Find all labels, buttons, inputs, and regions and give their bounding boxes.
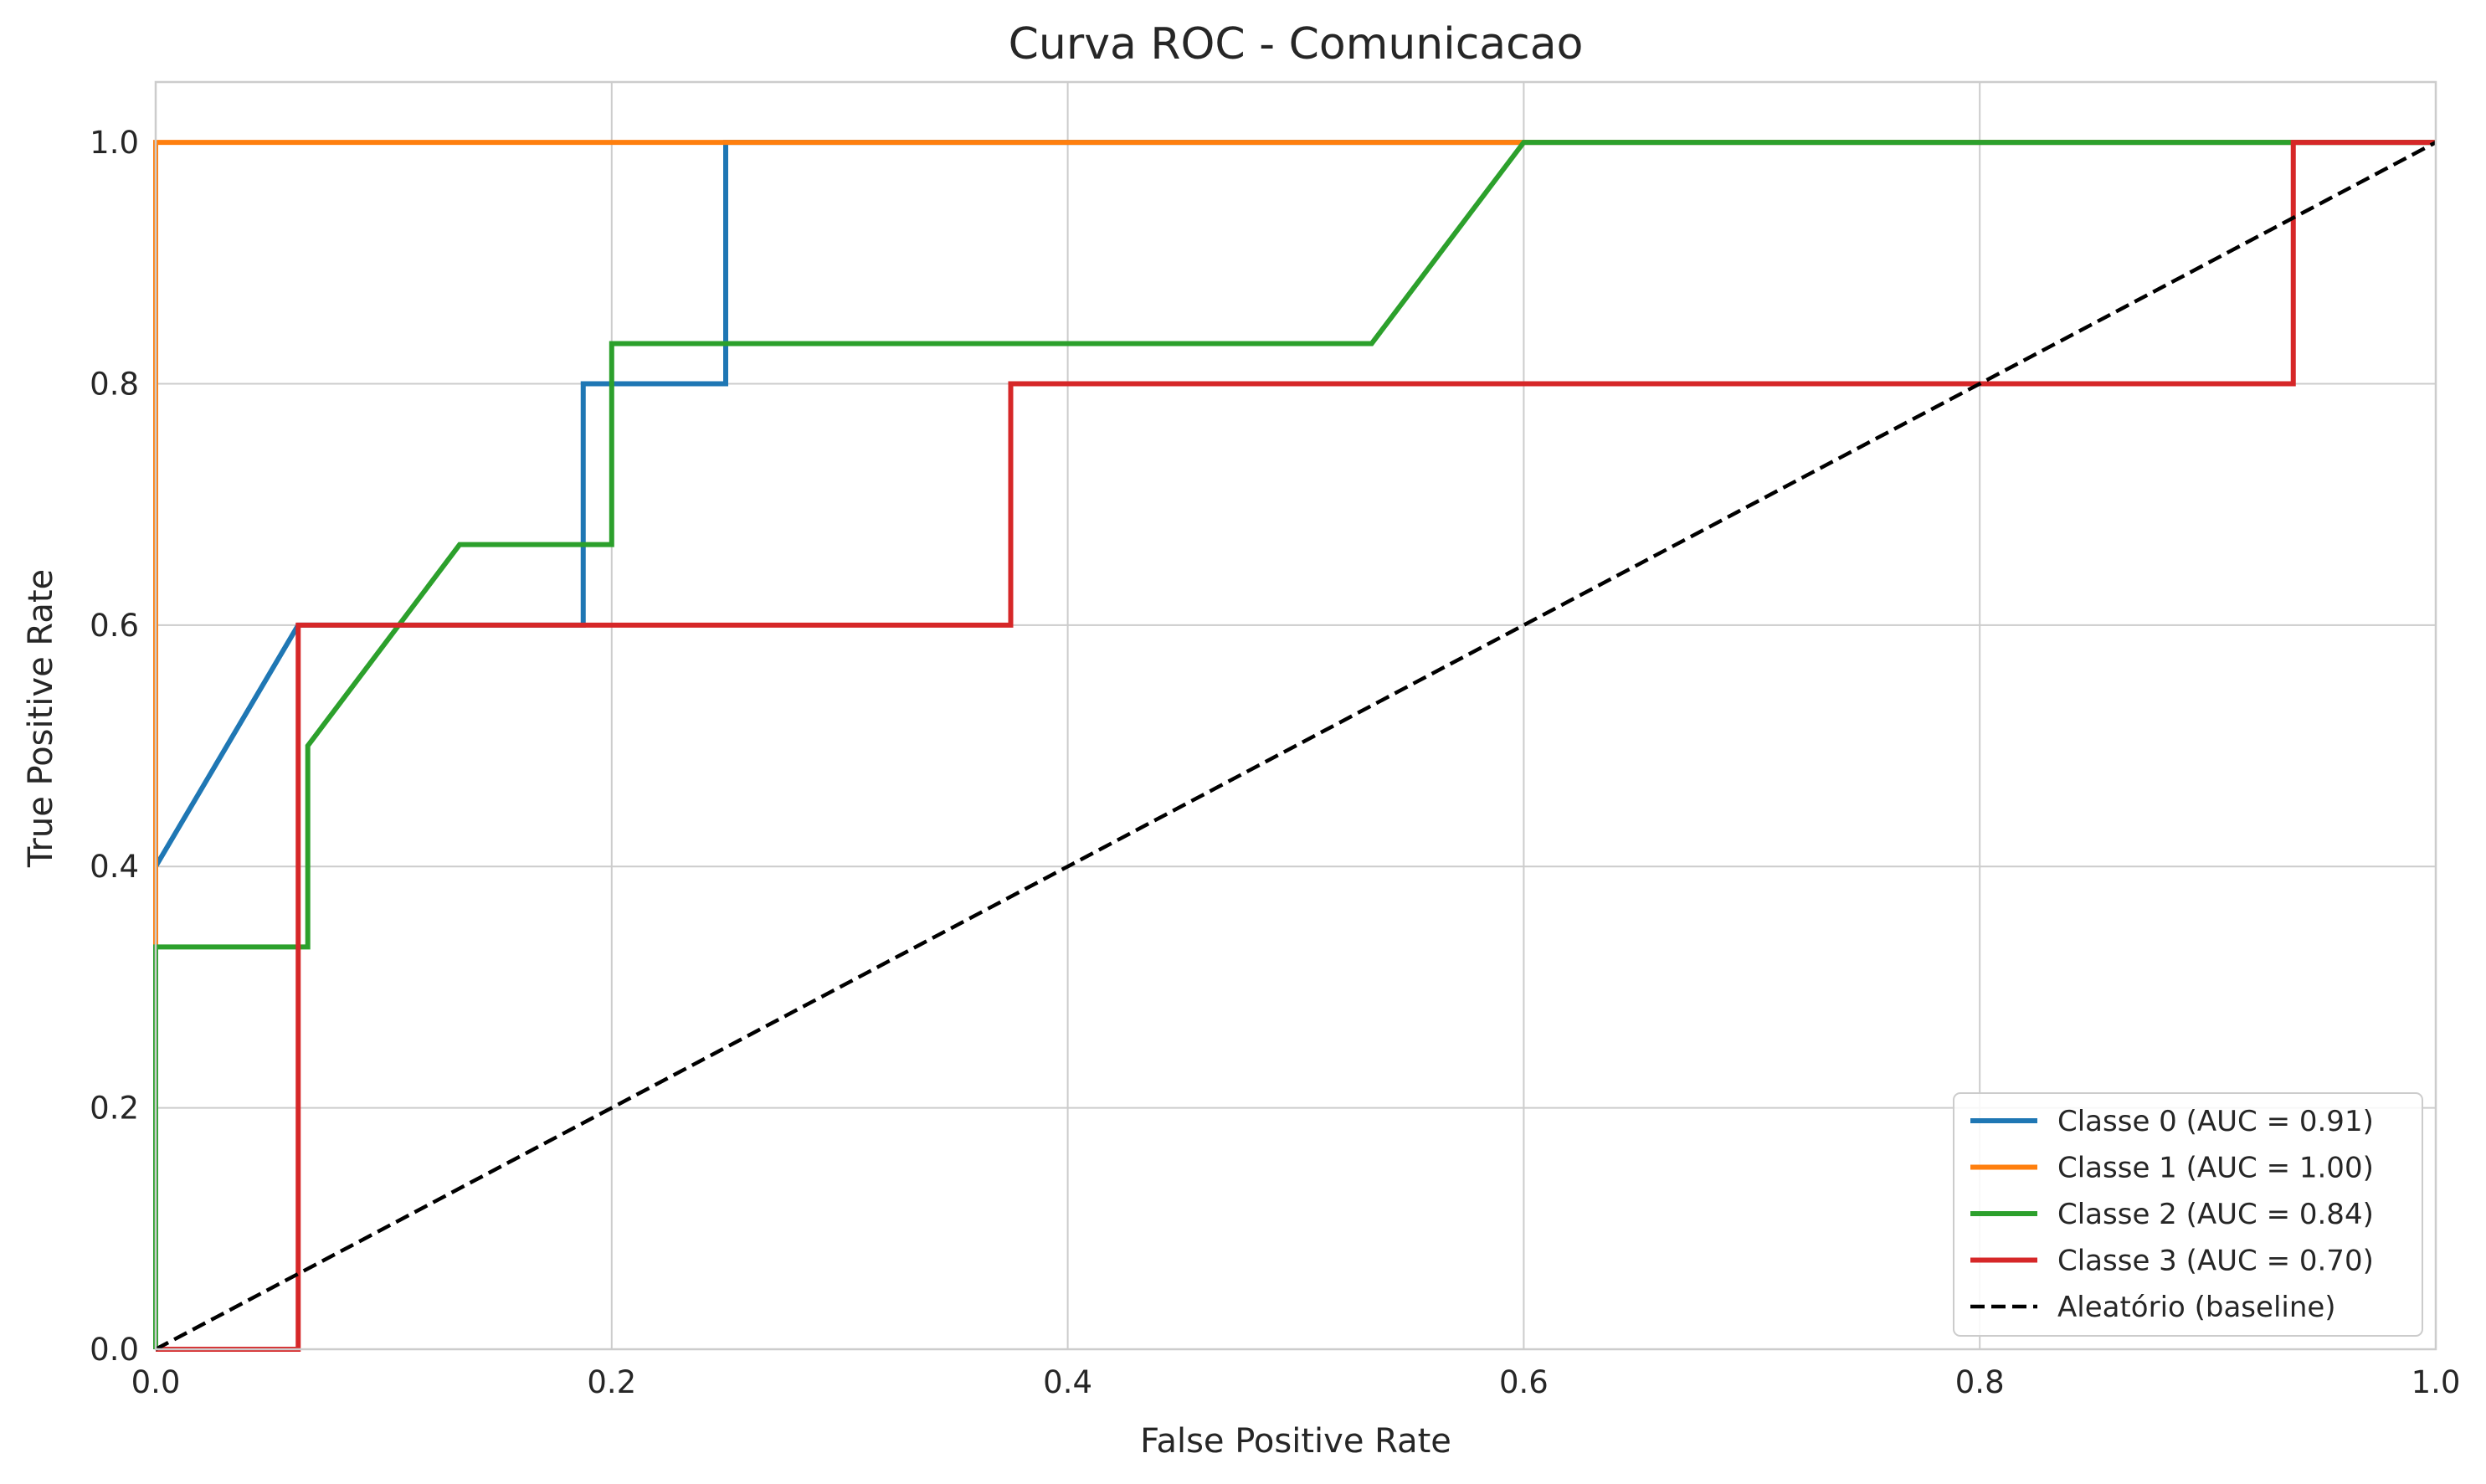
- x-tick-label: 0.4: [1043, 1364, 1092, 1400]
- y-tick-label: 1.0: [90, 125, 139, 161]
- chart-title: Curva ROC - Comunicacao: [1009, 19, 1584, 69]
- y-tick-label: 0.0: [90, 1332, 139, 1368]
- y-tick-label: 0.8: [90, 366, 139, 402]
- series-line-0: [153, 140, 2436, 1349]
- x-tick-label: 0.6: [1499, 1364, 1549, 1400]
- legend-label-2: Classe 2 (AUC = 0.84): [2057, 1198, 2374, 1231]
- x-tick-label: 0.0: [131, 1364, 181, 1400]
- legend-label-0: Classe 0 (AUC = 0.91): [2057, 1105, 2374, 1138]
- legend-box: [1953, 1092, 2423, 1337]
- series-line-3: [156, 140, 2436, 1352]
- legend: Classe 0 (AUC = 0.91) Classe 1 (AUC = 1.0…: [1953, 1092, 2423, 1337]
- series-line-4: [154, 141, 2437, 1351]
- x-tick-label: 0.2: [587, 1364, 636, 1400]
- x-tick-label: 0.8: [1955, 1364, 2005, 1400]
- series-line-2: [153, 140, 2436, 1349]
- y-tick-label: 0.6: [90, 608, 139, 644]
- legend-label-4: Aleatório (baseline): [2057, 1291, 2336, 1324]
- y-tick-label: 0.4: [90, 849, 139, 885]
- legend-label-1: Classe 1 (AUC = 1.00): [2057, 1152, 2374, 1185]
- x-axis-label: False Positive Rate: [1140, 1422, 1451, 1461]
- y-axis-label: True Positive Rate: [22, 569, 60, 868]
- axes-frame: [154, 80, 2437, 1351]
- y-tick-label: 0.2: [90, 1091, 139, 1127]
- x-tick-label: 1.0: [2412, 1364, 2461, 1400]
- legend-label-3: Classe 3 (AUC = 0.70): [2057, 1245, 2374, 1278]
